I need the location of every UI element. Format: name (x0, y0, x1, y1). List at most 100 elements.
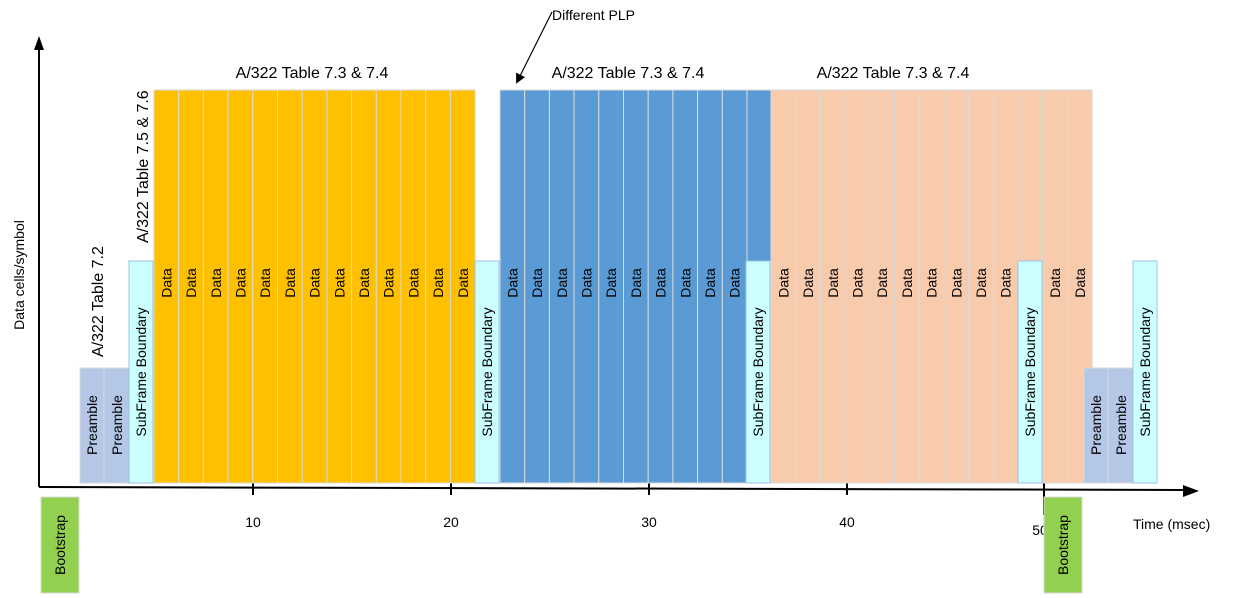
x-tick-label: 30 (641, 514, 657, 530)
data-cell-label: Data (158, 268, 174, 298)
x-axis-ticks: 10 20 30 40 50 (245, 482, 1048, 538)
x-tick-label: 20 (443, 514, 459, 530)
x-axis-arrow-icon (1183, 485, 1199, 497)
bootstrap-label: Bootstrap (52, 515, 68, 575)
data-cell-label: Data (282, 268, 298, 298)
group-2-table-annotation: A/322 Table 7.3 & 7.4 (552, 65, 705, 82)
subframe-boundary-label: SubFrame Boundary (133, 307, 149, 436)
data-cell (697, 89, 723, 484)
data-cell-label: Data (874, 268, 890, 298)
data-cell-label: Data (331, 268, 347, 298)
data-cell-label: Data (554, 268, 570, 298)
data-cell (301, 89, 328, 484)
data-cell (623, 89, 649, 484)
data-cell-label: Data (529, 268, 545, 298)
data-cell-label: Data (653, 268, 669, 298)
different-plp-arrow (516, 11, 553, 84)
x-axis-line (38, 486, 1186, 491)
data-cell (869, 89, 895, 484)
preamble-block (1083, 367, 1109, 484)
data-cell (252, 89, 279, 484)
data-cell-label: Data (183, 268, 199, 298)
subframe-boundary-label: SubFrame Boundary (1137, 307, 1153, 436)
data-cell-label: Data (504, 268, 520, 298)
data-cell-label: Data (800, 268, 816, 298)
preamble-label: Preamble (1088, 395, 1104, 455)
data-cell (326, 89, 353, 484)
data-cell (795, 89, 821, 484)
data-cell-label: Data (232, 268, 248, 298)
data-cell-label: Data (998, 268, 1014, 298)
next-frame-blocks: Preamble Preamble SubFrame Boundary (1083, 260, 1158, 484)
subframe-boundary-block (128, 260, 154, 484)
data-cell (968, 89, 994, 484)
data-cell (227, 89, 254, 484)
y-axis-arrow-icon (34, 36, 44, 50)
data-cell (1042, 89, 1068, 484)
data-cell (548, 89, 575, 484)
data-cell (153, 89, 180, 484)
data-cell-label: Data (775, 268, 791, 298)
table-7-2-annotation: A/322 Table 7.2 (90, 246, 107, 357)
data-cell-label: Data (702, 268, 718, 298)
frame-start-blocks: Preamble Preamble SubFrame Boundary (79, 260, 154, 484)
subframe-boundaries: SubFrame Boundary SubFrame Boundary SubF… (474, 260, 1043, 484)
preamble-label: Preamble (109, 395, 125, 455)
data-cell-label: Data (628, 268, 644, 298)
bootstrap-label: Bootstrap (1055, 515, 1071, 575)
data-cell-label: Data (1072, 268, 1088, 298)
data-cell (449, 89, 476, 484)
subframe-boundary-label: SubFrame Boundary (1022, 307, 1038, 436)
data-cell (524, 89, 550, 484)
data-cell-label: Data (948, 268, 964, 298)
data-cell (647, 89, 674, 484)
data-cell-label: Data (455, 268, 471, 298)
subframe-boundary-block (745, 260, 771, 484)
subframe-boundary-block (474, 260, 500, 484)
data-cell (894, 89, 920, 484)
data-cell-label: Data (579, 268, 595, 298)
bootstrap-block (1043, 496, 1083, 594)
data-cell (819, 89, 846, 484)
data-cell-label: Data (924, 268, 940, 298)
data-cells: Data Data Data Data Data Data Data Data Data Data… (153, 89, 1093, 484)
data-cell-label: Data (208, 268, 224, 298)
data-cell-label: Data (677, 268, 693, 298)
data-cell-label: Data (727, 268, 743, 298)
subframe-boundary-block (1132, 260, 1158, 484)
data-cell-label: Data (899, 268, 915, 298)
data-cell (672, 89, 699, 484)
data-cell-label: Data (356, 268, 372, 298)
x-tick-label: 40 (839, 514, 855, 530)
data-cell-label: Data (850, 268, 866, 298)
subframe-boundary-label: SubFrame Boundary (750, 307, 766, 436)
data-cell (943, 89, 970, 484)
subframe-boundary-block (1017, 260, 1043, 484)
different-plp-annotation: Different PLP (552, 7, 635, 23)
data-cell-label: Data (405, 268, 421, 298)
annotations: A/322 Table 7.2 A/322 Table 7.5 & 7.6 A/… (90, 7, 969, 357)
data-cell-label: Data (973, 268, 989, 298)
data-cell-label: Data (257, 268, 273, 298)
data-cell (499, 89, 526, 484)
x-axis-label: Time (msec) (1133, 516, 1210, 532)
data-cell (770, 89, 797, 484)
data-cell (573, 89, 600, 484)
data-cell-label: Data (1047, 268, 1063, 298)
y-axis-label: Data cells/symbol (11, 220, 27, 330)
data-cell-label: Data (825, 268, 841, 298)
preamble-label: Preamble (84, 395, 100, 455)
data-cell-label: Data (381, 268, 397, 298)
subframe-boundary-label: SubFrame Boundary (479, 307, 495, 436)
x-tick-label: 10 (245, 514, 261, 530)
preamble-label: Preamble (1113, 395, 1129, 455)
group-3-table-annotation: A/322 Table 7.3 & 7.4 (817, 65, 970, 82)
data-cell-label: Data (307, 268, 323, 298)
group-1-table-annotation: A/322 Table 7.3 & 7.4 (236, 65, 389, 82)
data-cell (277, 89, 303, 484)
preamble-block (103, 367, 130, 484)
data-cell-label: Data (430, 268, 446, 298)
data-cell (721, 89, 748, 484)
